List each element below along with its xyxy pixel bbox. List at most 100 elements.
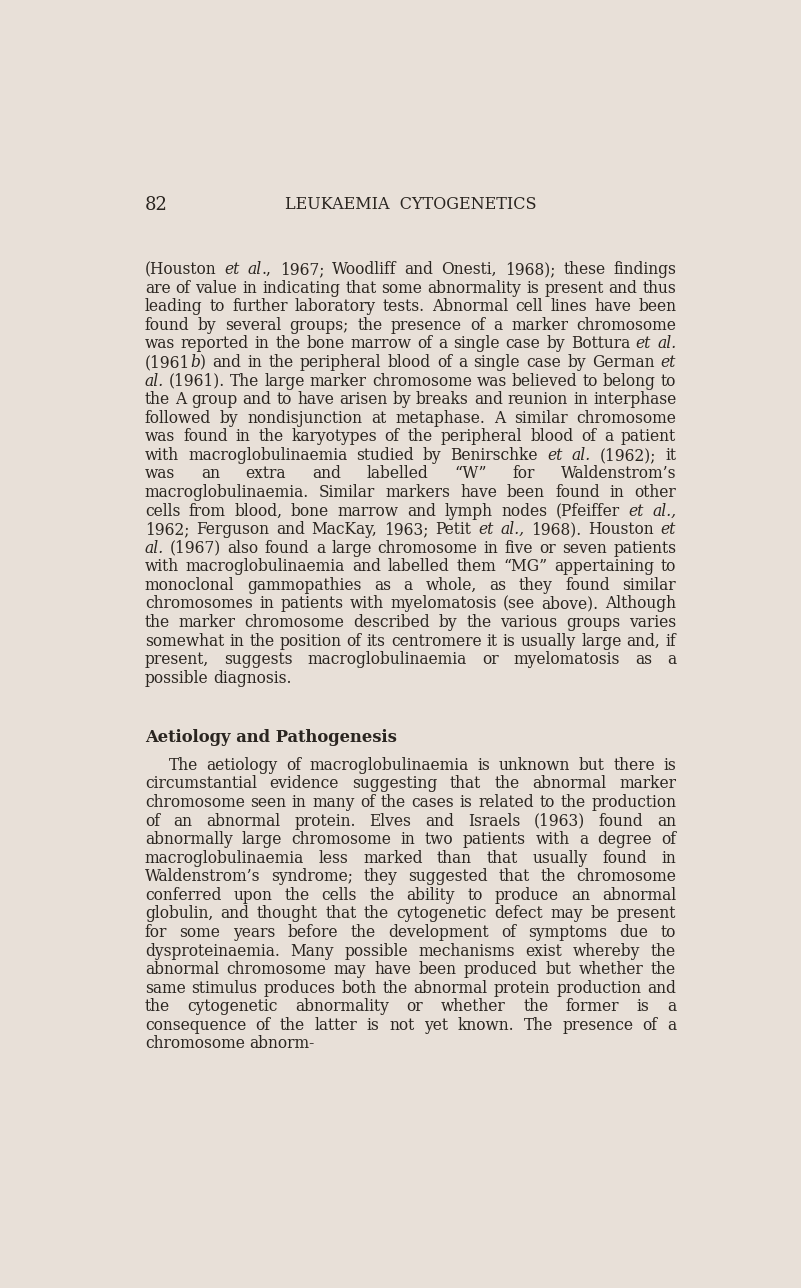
Text: marker: marker [619,775,676,792]
Text: a: a [404,577,413,594]
Text: labelled: labelled [388,558,449,576]
Text: chromosome: chromosome [292,831,392,849]
Text: et: et [547,447,562,464]
Text: cytogenetic: cytogenetic [396,905,487,922]
Text: suggesting: suggesting [352,775,437,792]
Text: to: to [661,372,676,389]
Text: nodes: nodes [501,502,547,519]
Text: the: the [258,429,284,446]
Text: as: as [635,650,652,668]
Text: the: the [145,614,170,631]
Text: these: these [563,261,606,278]
Text: monoclonal: monoclonal [145,577,235,594]
Text: with: with [145,558,179,576]
Text: is: is [503,632,516,649]
Text: of: of [145,813,160,829]
Text: German: German [592,354,654,371]
Text: in: in [255,335,270,353]
Text: to: to [661,558,676,576]
Text: metaphase.: metaphase. [395,410,485,426]
Text: they: they [519,577,553,594]
Text: (1961: (1961 [145,354,190,371]
Text: reported: reported [181,335,249,353]
Text: various: various [500,614,557,631]
Text: or: or [482,650,498,668]
Text: gammopathies: gammopathies [247,577,361,594]
Text: consequence: consequence [145,1016,246,1034]
Text: Waldenstrom’s: Waldenstrom’s [145,868,260,885]
Text: the: the [145,392,170,408]
Text: to: to [210,299,225,316]
Text: that: that [450,775,481,792]
Text: marrow: marrow [351,335,412,353]
Text: the: the [145,998,170,1015]
Text: whereby: whereby [573,943,641,960]
Text: of: of [501,923,516,942]
Text: the: the [284,887,309,904]
Text: indicating: indicating [262,279,340,296]
Text: of: of [437,354,452,371]
Text: thought: thought [257,905,318,922]
Text: macroglobulinaemia: macroglobulinaemia [186,558,345,576]
Text: the: the [383,980,408,997]
Text: abnormal: abnormal [207,813,280,829]
Text: followed: followed [145,410,211,426]
Text: dysproteinaemia.: dysproteinaemia. [145,943,280,960]
Text: presence: presence [391,317,461,334]
Text: A: A [175,392,187,408]
Text: abnormally: abnormally [145,831,232,849]
Text: Although: Although [606,595,676,612]
Text: case: case [526,354,561,371]
Text: large: large [331,540,372,556]
Text: of: of [661,831,676,849]
Text: marker: marker [179,614,235,631]
Text: Bottura: Bottura [571,335,630,353]
Text: but: but [579,757,605,774]
Text: somewhat: somewhat [145,632,224,649]
Text: production: production [591,793,676,811]
Text: blood,: blood, [235,502,282,519]
Text: large: large [264,372,305,389]
Text: and: and [474,392,503,408]
Text: from: from [189,502,226,519]
Text: been: been [638,299,676,316]
Text: The: The [168,757,198,774]
Text: by: by [220,410,239,426]
Text: that: that [498,868,529,885]
Text: Houston: Houston [589,522,654,538]
Text: marker: marker [310,372,367,389]
Text: by: by [567,354,586,371]
Text: a: a [667,998,676,1015]
Text: in: in [401,831,416,849]
Text: myelomatosis: myelomatosis [390,595,497,612]
Text: similar: similar [622,577,676,594]
Text: a: a [438,335,448,353]
Text: al.: al. [572,447,590,464]
Text: markers: markers [385,484,450,501]
Text: diagnosis.: diagnosis. [213,670,292,687]
Text: and: and [407,502,436,519]
Text: in: in [574,392,588,408]
Text: presence: presence [562,1016,633,1034]
Text: a: a [493,317,502,334]
Text: thus: thus [642,279,676,296]
Text: syndrome;: syndrome; [271,868,353,885]
Text: or: or [407,998,424,1015]
Text: the: the [561,793,586,811]
Text: other: other [634,484,676,501]
Text: and: and [312,465,341,483]
Text: development: development [388,923,489,942]
Text: in: in [662,850,676,867]
Text: with: with [145,447,179,464]
Text: and: and [212,354,241,371]
Text: macroglobulinaemia: macroglobulinaemia [145,850,304,867]
Text: but: but [545,961,571,978]
Text: the: the [651,961,676,978]
Text: macroglobulinaemia: macroglobulinaemia [188,447,347,464]
Text: position: position [280,632,341,649]
Text: (see: (see [503,595,535,612]
Text: to: to [582,372,598,389]
Text: unknown: unknown [499,757,570,774]
Text: Waldenstrom’s: Waldenstrom’s [561,465,676,483]
Text: blood: blood [388,354,431,371]
